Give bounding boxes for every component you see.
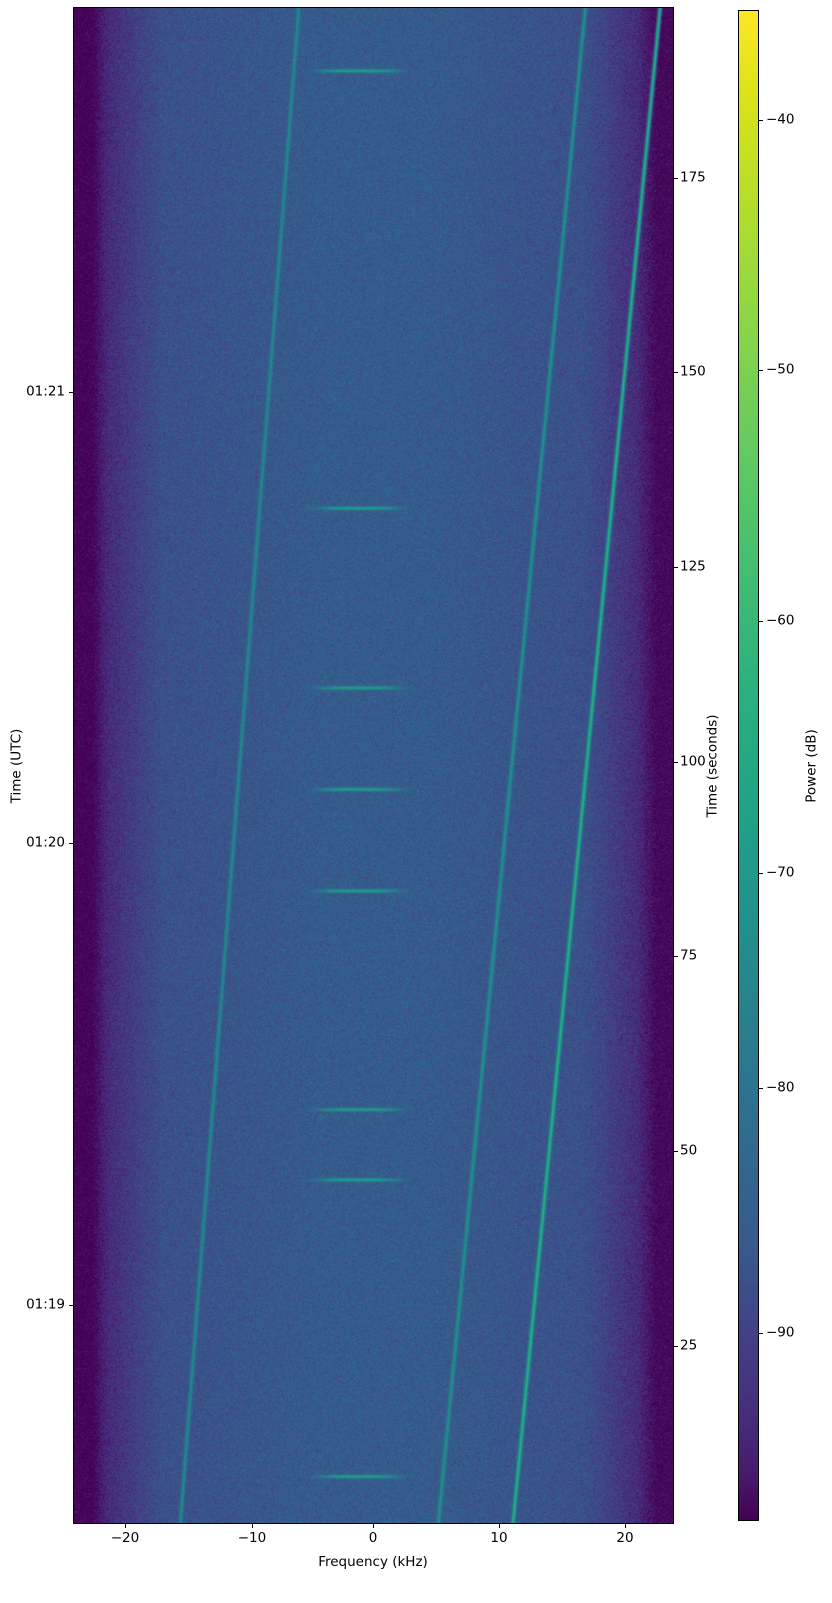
colorbar-tick-label: −60: [766, 612, 795, 629]
y-right-tick-mark: [674, 956, 678, 957]
colorbar-tick-mark: [759, 873, 763, 874]
x-tick-label: 10: [490, 1530, 508, 1546]
y-right-tick-mark: [674, 1346, 678, 1347]
x-tick-label: 0: [368, 1530, 378, 1546]
x-tick-mark: [125, 1524, 126, 1528]
y-right-tick-mark: [674, 372, 678, 373]
y-right-axis-title: Time (seconds): [704, 714, 721, 818]
colorbar-tick-label: −80: [766, 1079, 795, 1096]
colorbar-axis-title: Power (dB): [803, 729, 820, 803]
y-left-tick-mark: [69, 1305, 73, 1306]
y-right-tick-mark: [674, 1151, 678, 1152]
y-right-tick-mark: [674, 762, 678, 763]
x-tick-mark: [499, 1524, 500, 1528]
x-axis-title: Frequency (kHz): [318, 1554, 428, 1570]
colorbar-tick-mark: [759, 120, 763, 121]
y-right-tick-label: 175: [680, 169, 706, 186]
x-tick-label: −20: [110, 1530, 140, 1546]
y-right-tick-label: 150: [680, 363, 706, 380]
colorbar-tick-label: −40: [766, 111, 795, 128]
y-left-tick-label: 01:21: [26, 383, 65, 400]
colorbar-tick-label: −50: [766, 361, 795, 378]
colorbar-tick-mark: [759, 1333, 763, 1334]
y-right-tick-mark: [674, 178, 678, 179]
y-right-tick-label: 25: [680, 1337, 698, 1354]
colorbar-tick-label: −70: [766, 864, 795, 881]
y-right-tick-label: 125: [680, 558, 706, 575]
y-right-tick-label: 100: [680, 753, 706, 770]
x-tick-mark: [252, 1524, 253, 1528]
colorbar-tick-mark: [759, 370, 763, 371]
y-left-tick-mark: [69, 843, 73, 844]
x-tick-label: 20: [616, 1530, 634, 1546]
colorbar-tick-label: −90: [766, 1324, 795, 1341]
y-right-tick-label: 75: [680, 947, 698, 964]
y-left-tick-label: 01:19: [26, 1296, 65, 1313]
x-tick-label: −10: [237, 1530, 267, 1546]
x-tick-mark: [625, 1524, 626, 1528]
colorbar-tick-mark: [759, 621, 763, 622]
spectrogram-image: [74, 8, 673, 1523]
y-left-tick-label: 01:20: [26, 834, 65, 851]
colorbar-tick-mark: [759, 1088, 763, 1089]
y-left-axis-title: Time (UTC): [8, 728, 25, 804]
x-tick-mark: [373, 1524, 374, 1528]
y-left-tick-mark: [69, 392, 73, 393]
y-right-tick-mark: [674, 567, 678, 568]
colorbar[interactable]: [738, 10, 759, 1521]
y-right-tick-label: 50: [680, 1142, 698, 1159]
spectrogram-plot-area[interactable]: [73, 7, 674, 1524]
